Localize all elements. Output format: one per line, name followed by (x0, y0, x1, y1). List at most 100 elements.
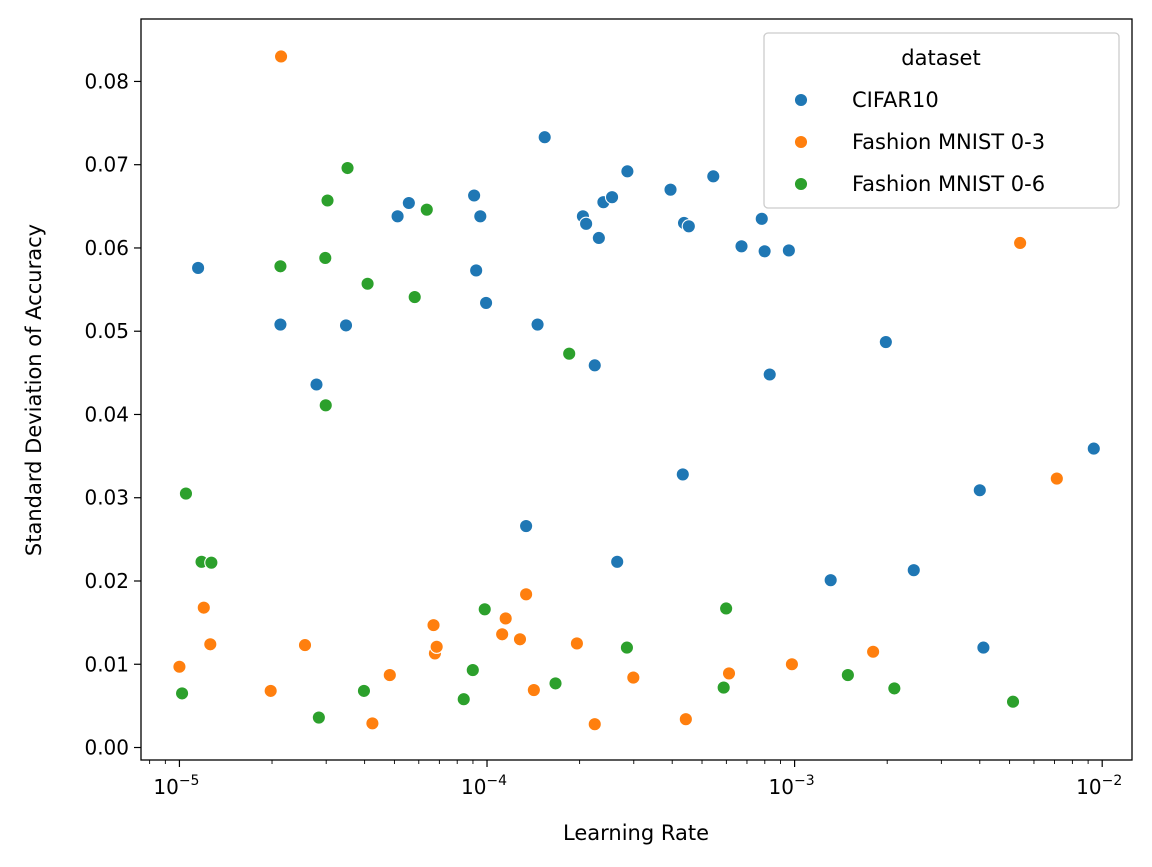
data-point (591, 230, 607, 246)
data-point (309, 377, 324, 392)
data-point (318, 250, 333, 266)
data-point (626, 670, 641, 685)
data-point (1005, 694, 1021, 709)
data-point (429, 639, 444, 654)
x-axis: 10−5 10−4 10−3 10−2 (149, 760, 1122, 799)
data-point (518, 587, 534, 602)
x-tick-label: 10−4 (461, 773, 507, 799)
y-tick-label: 0.04 (84, 402, 129, 426)
legend-label: Fashion MNIST 0-3 (852, 130, 1045, 154)
data-point (273, 259, 288, 274)
data-point (754, 211, 769, 226)
x-tick-label: 10−5 (153, 773, 199, 799)
y-tick-label: 0.01 (84, 652, 129, 676)
data-point (678, 712, 693, 727)
data-point (706, 169, 721, 184)
data-point (721, 666, 737, 681)
y-tick-label: 0.08 (84, 69, 129, 93)
data-point (530, 317, 545, 332)
data-point (196, 600, 211, 615)
data-point (887, 681, 902, 696)
y-tick-label: 0.00 (84, 736, 129, 760)
data-point (478, 295, 494, 311)
data-point (419, 202, 434, 217)
legend-marker (793, 176, 809, 192)
data-point (465, 662, 480, 678)
data-point (390, 209, 405, 224)
data-point (356, 683, 372, 699)
data-point (823, 573, 838, 588)
data-point (734, 239, 749, 254)
data-point (360, 276, 375, 291)
data-point (781, 243, 797, 258)
x-axis-label: Learning Rate (563, 821, 709, 845)
data-point (718, 601, 734, 616)
data-point (537, 130, 552, 145)
data-point (190, 260, 206, 276)
data-point (1012, 235, 1028, 251)
legend-label: Fashion MNIST 0-6 (852, 172, 1045, 196)
data-point (263, 683, 278, 699)
data-point (318, 398, 333, 413)
y-tick-label: 0.07 (84, 153, 129, 177)
legend-title: dataset (901, 46, 980, 70)
x-tick-base: 10 (769, 775, 794, 799)
legend-marker (793, 92, 809, 108)
data-point (466, 188, 482, 203)
data-point (172, 659, 187, 674)
data-point (473, 209, 488, 224)
data-point (273, 317, 288, 332)
data-point (382, 667, 397, 683)
data-point (906, 563, 921, 578)
x-tick-label: 10−3 (769, 773, 815, 799)
data-point (518, 518, 534, 534)
data-point (311, 710, 327, 725)
y-tick-label: 0.02 (84, 569, 129, 593)
data-point (178, 486, 194, 501)
data-point (972, 483, 987, 498)
data-point (663, 182, 678, 197)
x-tick-exponent: −3 (794, 773, 815, 789)
data-point (587, 358, 602, 373)
data-point (365, 716, 380, 731)
data-point (407, 289, 422, 305)
data-point (562, 346, 577, 361)
data-point (526, 682, 542, 698)
data-point (426, 617, 441, 633)
data-point (320, 193, 335, 208)
x-tick-base: 10 (153, 775, 178, 799)
y-axis: 0.00 0.01 0.02 0.03 0.04 0.05 0.06 0.07 0.08 (84, 69, 141, 760)
plot-area-frame (140, 18, 1133, 761)
y-axis-label: Standard Deviation of Accuracy (22, 224, 46, 556)
data-point (456, 692, 471, 707)
data-point (1049, 471, 1064, 486)
data-point (512, 632, 528, 647)
data-point (273, 49, 289, 64)
x-tick-base: 10 (461, 775, 486, 799)
x-tick-exponent: −5 (179, 773, 200, 789)
data-point (619, 640, 635, 655)
data-point (477, 602, 492, 617)
data-point (174, 686, 190, 701)
y-tick-label: 0.03 (84, 486, 129, 510)
data-point (716, 680, 731, 695)
data-point (681, 219, 696, 234)
data-point (675, 467, 690, 482)
data-point (340, 160, 355, 176)
data-point (762, 367, 777, 382)
data-point (878, 334, 893, 350)
data-point (604, 190, 620, 205)
legend: dataset CIFAR10 Fashion MNIST 0-3 Fashion … (763, 32, 1120, 209)
y-tick-label: 0.05 (84, 319, 129, 343)
data-point (620, 164, 635, 179)
data-point (976, 640, 991, 655)
x-tick-label: 10−2 (1076, 773, 1122, 799)
data-point (469, 263, 484, 278)
data-points (172, 49, 1101, 732)
y-tick-label: 0.06 (84, 236, 129, 260)
data-point (203, 637, 218, 652)
legend-box (763, 32, 1120, 209)
x-tick-exponent: −2 (1102, 773, 1123, 789)
data-point (204, 555, 219, 570)
